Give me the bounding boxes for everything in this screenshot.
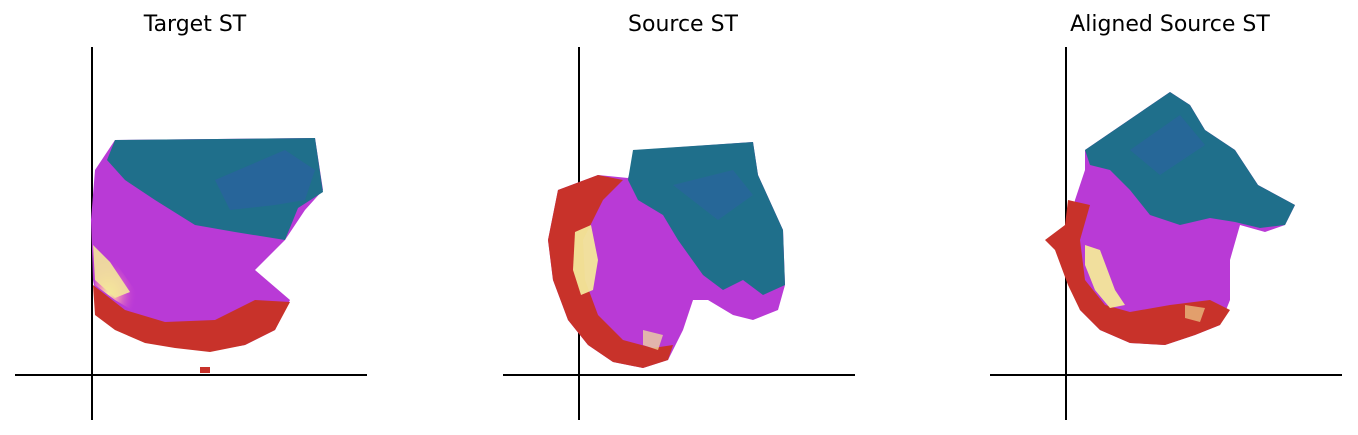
tissue-region-teal (1085, 92, 1295, 228)
tissue-region-yellow (1085, 245, 1125, 308)
panel-source-st: Source ST (503, 0, 863, 435)
panel-title: Source ST (628, 12, 738, 37)
tissue-region-red (548, 175, 673, 368)
panel-target-st: Target ST (15, 0, 375, 435)
tissue-region-yellow (573, 225, 598, 295)
panel-title: Aligned Source ST (1070, 12, 1270, 37)
panel-title: Target ST (143, 12, 247, 37)
tissue-image (1045, 92, 1295, 345)
tissue-region-red (93, 285, 290, 352)
x-axis-line (15, 374, 367, 376)
tissue-region-red (1045, 200, 1230, 345)
tissue-region-teal (628, 142, 785, 295)
x-axis-line (503, 374, 855, 376)
tissue-image (91, 138, 323, 373)
tissue-region-yellow (93, 240, 155, 315)
panel-aligned-source-st: Aligned Source ST (990, 0, 1350, 435)
x-axis-line (990, 374, 1342, 376)
tissue-image (548, 142, 785, 368)
